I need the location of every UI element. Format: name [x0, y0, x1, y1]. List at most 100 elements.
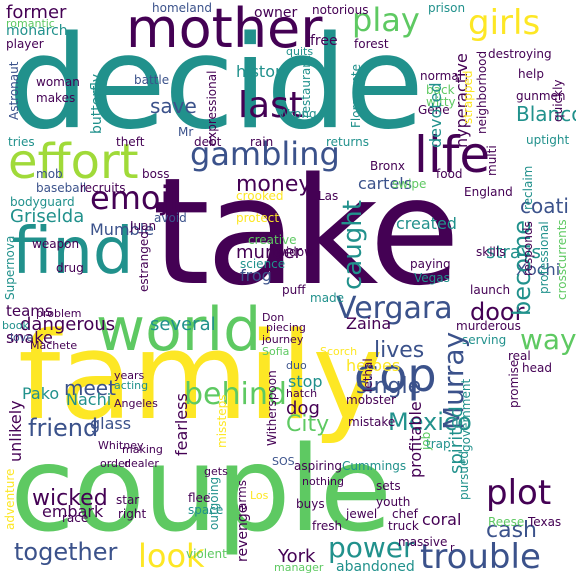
word-race: race: [62, 511, 89, 525]
word-strapped: strapped: [461, 70, 475, 124]
word-last: last: [238, 85, 303, 126]
word-way: way: [520, 323, 576, 356]
word-wicked: wicked: [32, 486, 108, 511]
word-history: history: [236, 62, 292, 81]
word-bodyguard: bodyguard: [10, 195, 75, 209]
word-making: making: [122, 443, 163, 456]
word-baseball: baseball: [36, 181, 87, 195]
word-snake: snake: [6, 328, 53, 347]
word-forest: forest: [354, 37, 389, 51]
word-mobster: mobster: [346, 393, 396, 407]
word-right: right: [118, 507, 147, 521]
word-uptight: uptight: [526, 133, 570, 147]
word-job: job: [419, 431, 433, 450]
word-gunmen: gunmen: [516, 89, 566, 103]
word-astronaut: Astronaut: [7, 61, 21, 120]
word-weapon: weapon: [32, 237, 80, 251]
word-nachi: Nachi: [66, 390, 112, 409]
word-vegas: Vegas: [414, 271, 450, 285]
word-journey: journey: [262, 333, 304, 346]
word-door: door: [470, 298, 525, 326]
word-power: power: [328, 531, 415, 564]
word-piecing: piecing: [266, 321, 306, 334]
word-unlikely: unlikely: [6, 400, 25, 462]
word-play: play: [352, 1, 420, 39]
word-manager: manager: [274, 561, 324, 574]
word-whitney: Whitney: [98, 439, 144, 452]
word-order: order: [100, 457, 130, 470]
word-paying: paying: [410, 257, 451, 271]
word-juan: Juan: [130, 219, 157, 233]
word-quits: quits: [286, 45, 314, 58]
word-stop: stop: [288, 372, 323, 391]
word-machete: Machete: [30, 339, 78, 352]
word-single: single: [356, 374, 422, 399]
word-frog: frog: [240, 266, 272, 285]
word-gene: Gene: [418, 103, 450, 117]
word-battle: battle: [134, 73, 170, 87]
word-youth: youth: [376, 495, 411, 509]
word-several: several: [150, 314, 216, 335]
word-star: star: [116, 493, 140, 507]
word-multi: multi: [485, 145, 499, 176]
word-debt: debt: [194, 135, 222, 149]
word-tries: tries: [8, 135, 35, 149]
word-head: head: [522, 361, 552, 375]
word-save: save: [150, 94, 197, 118]
word-friend: friend: [28, 414, 99, 442]
word-supernova: Supernova: [3, 235, 17, 300]
word-blanco: Blanco: [516, 102, 576, 126]
word-dealer: dealer: [124, 457, 159, 470]
word-chef: chef: [392, 507, 418, 521]
word-help: help: [518, 67, 544, 81]
word-england: England: [464, 185, 513, 199]
word-launch: launch: [470, 283, 511, 297]
word-owner: owner: [254, 5, 298, 21]
word-murderous: murderous: [456, 319, 521, 333]
word-avoid: avoid: [154, 211, 187, 225]
word-zaina: Zaina: [346, 314, 392, 333]
word-heroes: heroes: [346, 356, 401, 375]
word-neighborhood: neighborhood: [475, 50, 489, 134]
word-angeles: Angeles: [114, 397, 158, 410]
word-missteps: missteps: [215, 394, 229, 448]
word-professional: professional: [537, 221, 551, 294]
word-meet: meet: [64, 376, 116, 400]
word-couple: couple: [10, 420, 392, 558]
word-city: City: [286, 412, 330, 437]
word-mumble: Mumble: [90, 220, 154, 239]
word-sofia: Sofia: [262, 345, 290, 358]
word-fresh: fresh: [312, 519, 343, 533]
word-serving: serving: [462, 333, 507, 347]
word-mob: mob: [36, 167, 63, 181]
word-outgoing: outgoing: [207, 476, 221, 530]
word-adventure: adventure: [3, 468, 17, 530]
word-hatch: hatch: [286, 387, 318, 400]
word-theft: theft: [116, 135, 145, 149]
word-embark: embark: [42, 502, 104, 521]
word-los: Los: [250, 489, 269, 502]
word-revenge: revenge: [235, 504, 251, 562]
word-created: created: [396, 214, 457, 233]
word-mr: Mr: [178, 125, 194, 139]
word-aspiring: aspiring: [294, 459, 343, 473]
word-made: made: [310, 291, 345, 305]
word-acting: acting: [114, 379, 149, 392]
word-dangerous: dangerous: [20, 314, 116, 335]
word-years: years: [114, 369, 145, 382]
word-reclaim: reclaim: [521, 165, 535, 210]
word-flee: flee: [188, 491, 211, 505]
word-makes: makes: [36, 91, 76, 105]
word-jewel: jewel: [346, 507, 378, 521]
word-buys: buys: [296, 497, 325, 511]
word-behind: behind: [184, 377, 287, 412]
word-romantic: romantic: [6, 17, 55, 30]
word-space: space: [188, 503, 224, 517]
word-fearless: fearless: [172, 393, 191, 456]
word-mexico: Mexico: [388, 408, 472, 436]
word-returns: returns: [326, 135, 369, 149]
word-prison: prison: [428, 1, 466, 15]
word-don: Don: [262, 311, 285, 324]
word-emoji: emoji: [90, 179, 179, 217]
